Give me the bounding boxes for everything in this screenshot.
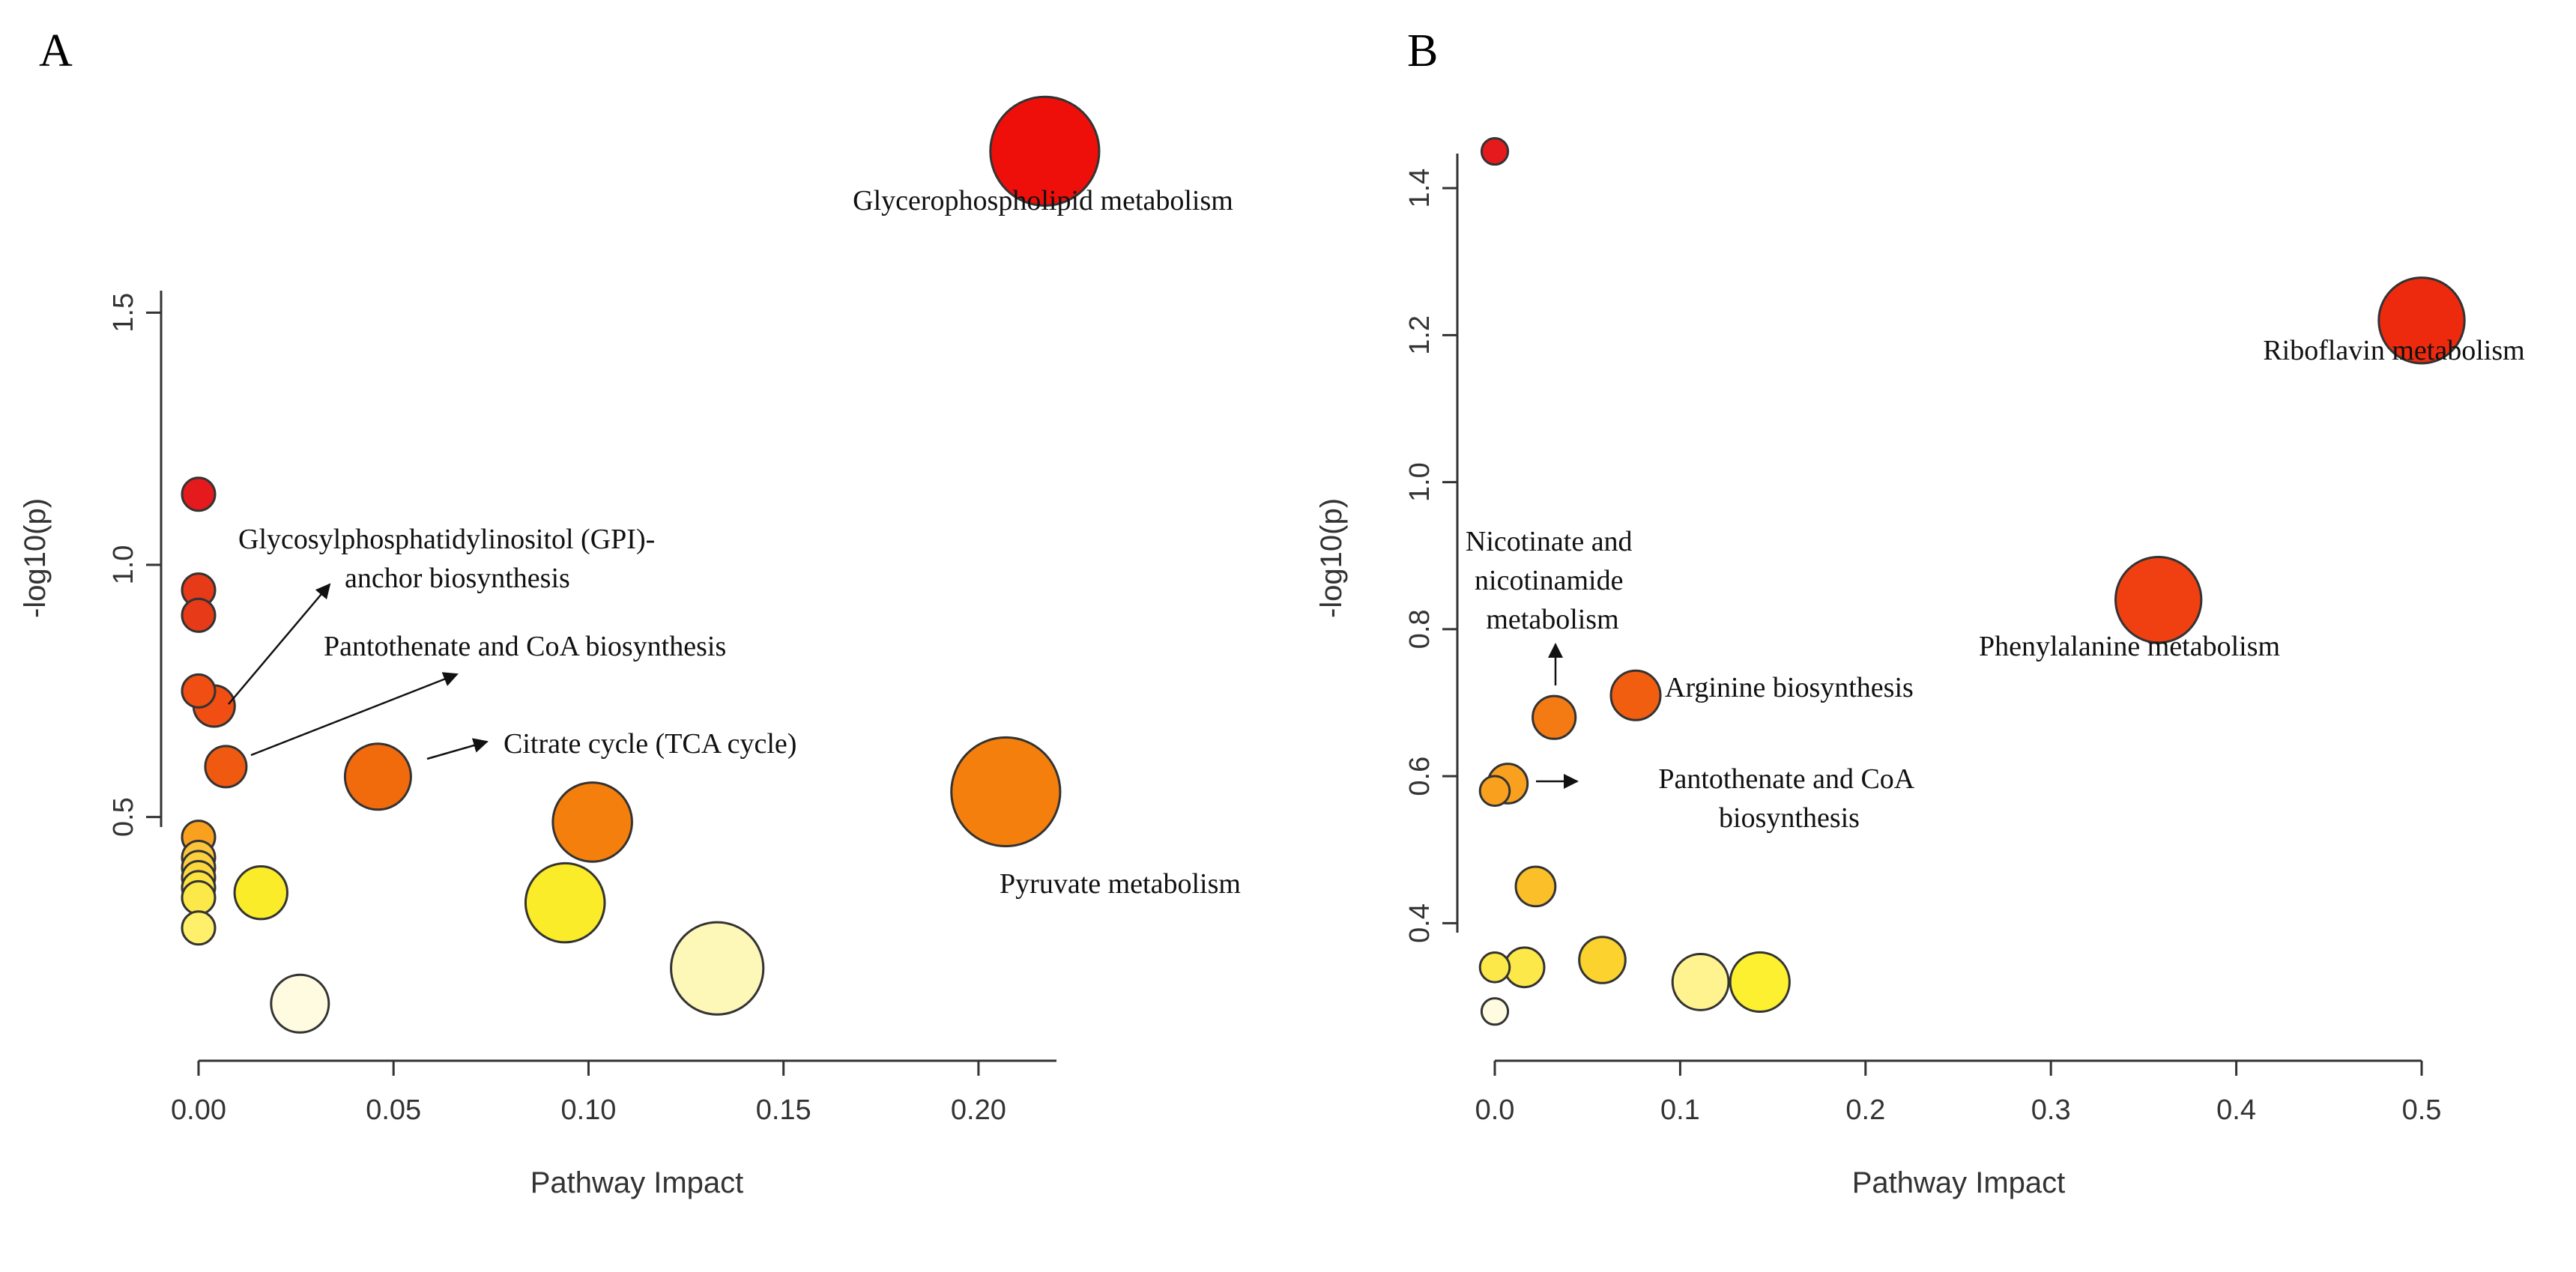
panel-a-letter: A (39, 25, 73, 76)
panel-b-pathway-bubble (1478, 775, 1511, 808)
panel-a-x-tick-label: 0.10 (560, 1094, 616, 1126)
panel-b-y-tick-label: 1.4 (1404, 169, 1436, 208)
panel-a-pathway-bubble (181, 910, 217, 946)
panel-b-y-tick-label: 0.6 (1404, 757, 1436, 796)
panel-a-x-ticks: 0.00 0.05 0.10 0.15 0.20 (171, 1061, 1006, 1126)
panel-b-x-tick-label: 0.4 (2216, 1094, 2256, 1126)
panel-a-x-tick-label: 0.15 (756, 1094, 811, 1126)
panel-a-pathway-bubble (270, 973, 330, 1034)
label-citrate-cycle: Citrate cycle (TCA cycle) (504, 728, 796, 760)
panel-a-y-tick-label: 1.5 (108, 293, 139, 333)
panel-a-pathway-bubble (181, 597, 217, 633)
panel-a-x-tick-label: 0.05 (366, 1094, 421, 1126)
panel-a-x-tick-label: 0.20 (951, 1094, 1006, 1126)
panel-a-y-axis-title: -log10(p) (19, 498, 52, 618)
arrow-citrate (426, 738, 489, 760)
arrow-pantothenate (250, 672, 459, 757)
panel-b-y-axis-title: -log10(p) (1315, 498, 1348, 618)
panel-b-x-tick-label: 0.0 (1475, 1094, 1515, 1126)
panel-a-pathway-bubble (343, 742, 412, 811)
panel-b-pathway-bubble (1480, 136, 1510, 166)
panel-a-pathway-bubble (181, 476, 217, 512)
panel-a-pathway-bubble (989, 95, 1101, 207)
panel-a: A 0.00 0.05 0.10 0.15 0.20 0.5 1.0 1.5 Pathway… (19, 25, 1241, 1199)
label-phenylalanine-metabolism: Phenylalanine metabolism (1979, 631, 2280, 662)
panel-a-pathway-bubble (551, 781, 633, 863)
panel-b-pathway-bubble (1578, 936, 1627, 984)
panel-b-x-ticks: 0.0 0.1 0.2 0.3 0.4 0.5 (1475, 1061, 2442, 1126)
arrow-gpi (228, 583, 331, 705)
panel-a-pathway-bubble (233, 864, 288, 921)
panel-b-pathway-bubble (1480, 997, 1510, 1026)
label-pyruvate-metabolism: Pyruvate metabolism (1000, 868, 1241, 900)
panel-b-x-tick-label: 0.5 (2402, 1094, 2442, 1126)
label-arginine-biosynthesis: Arginine biosynthesis (1665, 672, 1914, 703)
label-nicotinate-nicotinamide-metabolism: Nicotinate and nicotinamide metabolism (1466, 526, 1639, 635)
panel-a-pathway-bubble (950, 736, 1062, 848)
label-pantothenate-coa-biosynthesis-b: Pantothenate and CoA biosynthesis (1658, 763, 1920, 834)
panel-b-y-tick-label: 0.8 (1404, 609, 1436, 649)
panel-a-pathway-bubble (181, 879, 217, 915)
panel-b-pathway-bubble (1478, 951, 1511, 984)
panel-b-pathway-bubble (1609, 669, 1662, 721)
label-glycerophospholipid-metabolism: Glycerophospholipid metabolism (853, 185, 1233, 216)
panel-b-y-tick-label: 1.0 (1404, 462, 1436, 502)
panel-b-pathway-bubble (2377, 276, 2466, 365)
panel-b-y-tick-label: 1.2 (1404, 315, 1436, 355)
panel-b-x-tick-label: 0.1 (1660, 1094, 1700, 1126)
panel-a-pathway-bubble (524, 861, 606, 944)
panel-a-x-tick-label: 0.00 (171, 1094, 226, 1126)
panel-a-pathway-bubble (204, 745, 248, 789)
panel-b-pathway-bubble (1532, 694, 1577, 740)
panel-b-pathway-bubble (1729, 951, 1791, 1014)
panel-b-letter: B (1407, 25, 1438, 76)
panel-b-x-tick-label: 0.3 (2031, 1094, 2071, 1126)
panel-b-y-ticks: 0.4 0.6 0.8 1.0 1.2 1.4 (1404, 169, 1457, 943)
panel-a-y-tick-label: 0.5 (108, 797, 139, 837)
panel-b-x-axis-title: Pathway Impact (1852, 1166, 2066, 1199)
panel-a-y-ticks: 0.5 1.0 1.5 (108, 293, 161, 837)
panel-a-x-axis-title: Pathway Impact (530, 1166, 744, 1199)
panel-b: B 0.0 0.1 0.2 0.3 0.4 0.5 0.40.60.81.01.21.4 … (1315, 25, 2525, 1199)
label-riboflavin-metabolism: Riboflavin metabolism (2263, 335, 2524, 366)
panel-b-pathway-bubble (1671, 953, 1730, 1011)
panel-b-x-tick-label: 0.2 (1845, 1094, 1885, 1126)
panel-b-pathway-bubble (1514, 865, 1557, 908)
panel-a-bubbles (181, 95, 1101, 1034)
panel-b-y-tick-label: 0.4 (1404, 903, 1436, 943)
label-pantothenate-coa-biosynthesis: Pantothenate and CoA biosynthesis (324, 631, 726, 662)
panel-a-pathway-bubble (670, 921, 765, 1016)
panel-b-bubbles (1478, 136, 2466, 1026)
panel-a-y-tick-label: 1.0 (108, 545, 139, 585)
label-gpi-anchor-biosynthesis: Glycosylphosphatidylinositol (GPI)- anch… (238, 524, 662, 594)
panel-b-pathway-bubble (2114, 555, 2203, 644)
panel-a-pathway-bubble (181, 673, 217, 709)
